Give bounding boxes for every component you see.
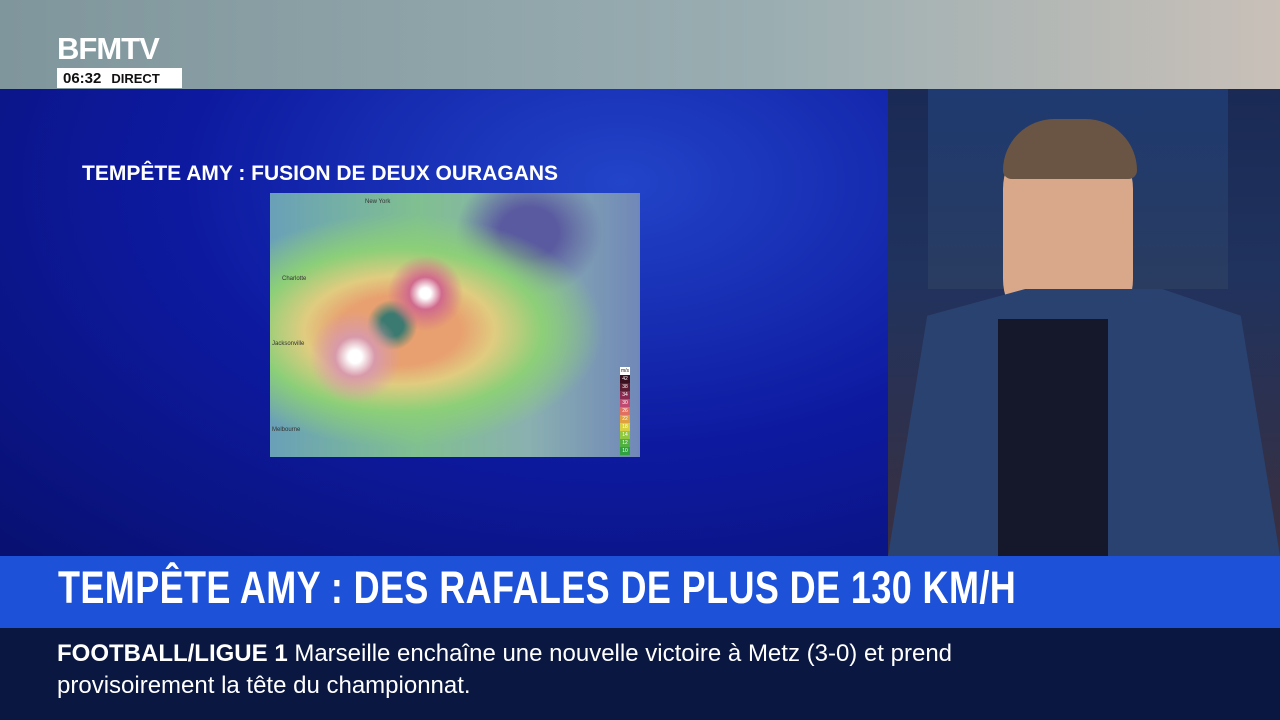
presenter-video [888, 89, 1280, 556]
ticker-text: Marseille enchaîne une nouvelle victoire… [57, 640, 953, 699]
map-label: Charlotte [282, 276, 307, 282]
headline-banner [0, 556, 1280, 628]
wind-map: New York Charlotte Jacksonville Melbourn… [270, 193, 640, 457]
headline: TEMPÊTE AMY : DES RAFALES DE PLUS DE 130… [58, 562, 1017, 613]
live-clock: 06:32 DIRECT [57, 68, 182, 88]
legend-value: 34 [620, 391, 630, 399]
legend-value: 14 [620, 431, 630, 439]
ticker-category: FOOTBALL/LIGUE 1 [57, 640, 288, 667]
map-label: Melbourne [272, 427, 301, 433]
legend-value: 42 [620, 375, 630, 383]
map-label: Jacksonville [272, 341, 305, 347]
map-label: New York [365, 199, 391, 205]
legend-value: 18 [620, 423, 630, 431]
top-bar [0, 0, 1280, 89]
news-ticker [0, 628, 1280, 720]
graphic-title: TEMPÊTE AMY : FUSION DE DEUX OURAGANS [82, 162, 559, 185]
time: 06:32 [63, 69, 102, 87]
channel-logo: BFMTV [57, 31, 160, 66]
legend-value: 22 [620, 415, 630, 423]
presenter-sweater [998, 319, 1108, 556]
live-label: DIRECT [111, 70, 160, 86]
legend-value: 38 [620, 383, 630, 391]
legend-unit: m/s [620, 367, 630, 375]
legend-value: 10 [620, 447, 630, 455]
ticker-content: FOOTBALL/LIGUE 1 Marseille enchaîne une … [57, 638, 1017, 702]
presenter-hair [1003, 119, 1137, 179]
legend-value: 26 [620, 407, 630, 415]
legend-value: 30 [620, 399, 630, 407]
wind-legend: m/s 42 38 34 30 26 22 18 14 12 10 [620, 367, 630, 455]
legend-value: 12 [620, 439, 630, 447]
